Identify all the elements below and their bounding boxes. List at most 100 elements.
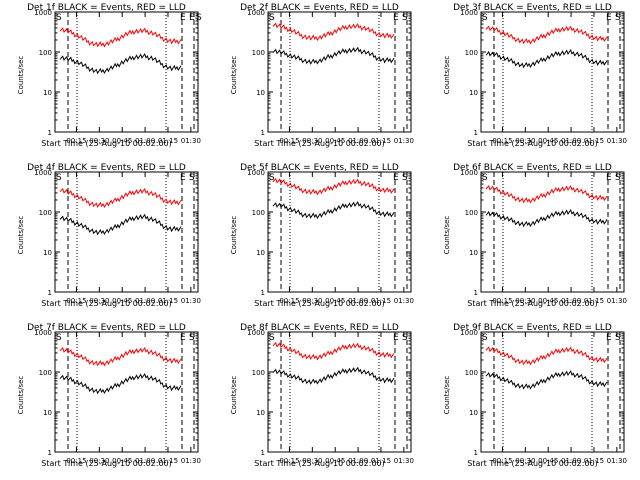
x-tick-label: 00:45 bbox=[112, 457, 132, 465]
chart-title: Det 8f BLACK = Events, RED = LLD bbox=[240, 323, 399, 333]
y-tick-label: 1 bbox=[474, 449, 478, 457]
series-line-lld bbox=[485, 346, 608, 366]
series-line-events bbox=[485, 209, 608, 228]
chart-title: Det 1f BLACK = Events, RED = LLD bbox=[27, 3, 186, 13]
x-tick-label: 00:45 bbox=[538, 297, 558, 305]
event-marker: S bbox=[56, 173, 62, 183]
y-tick-label: 100 bbox=[39, 49, 52, 57]
y-axis-label: Counts/sec bbox=[17, 215, 25, 255]
chart-plot: 1 10 100 1000 00:15 00:30 00:45 01:00 01:15 01:30… bbox=[247, 169, 414, 305]
event-marker: S bbox=[615, 333, 621, 343]
y-axis-label: Counts/sec bbox=[443, 215, 451, 255]
x-tick-label: 00:15 bbox=[279, 297, 299, 305]
y-tick-label: 100 bbox=[465, 49, 478, 57]
chart-title: Det 3f BLACK = Events, RED = LLD bbox=[453, 3, 612, 13]
y-tick-label: 100 bbox=[252, 49, 265, 57]
y-tick-label: 1 bbox=[261, 289, 265, 297]
series-line-lld bbox=[272, 22, 395, 42]
series-line-lld bbox=[272, 177, 395, 196]
event-marker: E bbox=[180, 173, 186, 183]
event-marker: S bbox=[196, 13, 202, 23]
x-tick-label: 00:30 bbox=[515, 137, 535, 145]
x-tick-label: 01:00 bbox=[135, 137, 155, 145]
y-axis-label: Counts/sec bbox=[230, 375, 238, 415]
chart-panel-det-7f: Det 7f BLACK = Events, RED = LLD 1 10 100 1… bbox=[0, 320, 213, 480]
x-tick-label: 00:15 bbox=[492, 457, 512, 465]
y-axis-label: Counts/sec bbox=[443, 55, 451, 95]
event-marker: S bbox=[56, 13, 62, 23]
event-marker: E bbox=[180, 333, 186, 343]
x-tick-label: 00:30 bbox=[515, 457, 535, 465]
x-tick-label: 01:15 bbox=[371, 137, 391, 145]
x-tick-label: 00:45 bbox=[112, 297, 132, 305]
y-tick-label: 1000 bbox=[247, 169, 265, 177]
event-marker: E bbox=[393, 13, 399, 23]
x-tick-label: 00:15 bbox=[492, 137, 512, 145]
y-tick-label: 1000 bbox=[247, 9, 265, 17]
x-tick-label: 01:00 bbox=[348, 297, 368, 305]
chart-plot: 1 10 100 1000 00:15 00:30 00:45 01:00 01:15 01:30… bbox=[460, 169, 627, 305]
x-tick-label: 00:30 bbox=[89, 137, 109, 145]
y-tick-label: 1 bbox=[48, 449, 52, 457]
y-axis-label: Counts/sec bbox=[230, 215, 238, 255]
y-tick-label: 100 bbox=[39, 369, 52, 377]
x-tick-label: 00:45 bbox=[538, 457, 558, 465]
x-tick-label: 01:30 bbox=[181, 137, 201, 145]
chart-title: Det 7f BLACK = Events, RED = LLD bbox=[27, 323, 186, 333]
x-tick-label: 01:15 bbox=[158, 297, 178, 305]
x-tick-label: 00:45 bbox=[325, 297, 345, 305]
plot-frame bbox=[267, 11, 412, 133]
x-tick-label: 00:15 bbox=[66, 297, 86, 305]
y-tick-label: 100 bbox=[465, 369, 478, 377]
chart-plot: 1 10 100 1000 00:15 00:30 00:45 01:00 01:15 01:30… bbox=[460, 329, 627, 465]
chart-plot: 1 10 100 1000 00:15 00:30 00:45 01:00 01:15 01:30… bbox=[34, 329, 201, 465]
x-tick-label: 01:00 bbox=[561, 457, 581, 465]
x-tick-label: 01:00 bbox=[348, 137, 368, 145]
series-line-events bbox=[59, 213, 182, 236]
x-axis-label: Start Time (25-Aug-10 00:02:00) bbox=[467, 459, 598, 468]
series-line-lld bbox=[59, 27, 182, 48]
y-tick-label: 10 bbox=[469, 249, 478, 257]
chart-panel-det-6f: Det 6f BLACK = Events, RED = LLD 1 10 100 1… bbox=[426, 160, 639, 320]
event-marker: S bbox=[615, 173, 621, 183]
chart-panel-det-1f: Det 1f BLACK = Events, RED = LLD 1 10 100 1… bbox=[0, 0, 213, 160]
chart-title: Det 6f BLACK = Events, RED = LLD bbox=[453, 163, 612, 173]
y-tick-label: 1 bbox=[261, 129, 265, 137]
event-marker: S bbox=[269, 333, 275, 343]
chart-plot: 1 10 100 1000 00:15 00:30 00:45 01:00 01:15 01:30… bbox=[460, 9, 627, 145]
event-marker: S bbox=[189, 173, 195, 183]
x-tick-label: 00:30 bbox=[302, 457, 322, 465]
x-tick-label: 01:30 bbox=[181, 297, 201, 305]
x-tick-label: 01:30 bbox=[394, 297, 414, 305]
event-marker: E bbox=[393, 333, 399, 343]
plot-frame bbox=[267, 331, 412, 453]
y-tick-label: 10 bbox=[469, 409, 478, 417]
y-axis-label: Counts/sec bbox=[443, 375, 451, 415]
event-marker: S bbox=[615, 13, 621, 23]
y-tick-label: 1000 bbox=[460, 9, 478, 17]
event-marker: S bbox=[402, 13, 408, 23]
x-tick-label: 00:30 bbox=[89, 297, 109, 305]
chart-panel-det-4f: Det 4f BLACK = Events, RED = LLD 1 10 100 1… bbox=[0, 160, 213, 320]
x-tick-label: 01:30 bbox=[607, 457, 627, 465]
x-tick-label: 00:15 bbox=[492, 297, 512, 305]
chart-title: Det 4f BLACK = Events, RED = LLD bbox=[27, 163, 186, 173]
x-tick-label: 00:15 bbox=[279, 137, 299, 145]
x-tick-label: 01:15 bbox=[158, 457, 178, 465]
y-tick-label: 1000 bbox=[247, 329, 265, 337]
chart-panel-det-9f: Det 9f BLACK = Events, RED = LLD 1 10 100 1… bbox=[426, 320, 639, 480]
chart-title: Det 9f BLACK = Events, RED = LLD bbox=[453, 323, 612, 333]
y-tick-label: 1 bbox=[474, 129, 478, 137]
x-tick-label: 00:30 bbox=[302, 297, 322, 305]
series-line-lld bbox=[485, 185, 608, 204]
chart-plot: 1 10 100 1000 00:15 00:30 00:45 01:00 01:15 01:30… bbox=[247, 329, 414, 465]
chart-panel-det-8f: Det 8f BLACK = Events, RED = LLD 1 10 100 1… bbox=[213, 320, 426, 480]
y-tick-label: 10 bbox=[256, 89, 265, 97]
y-tick-label: 1000 bbox=[34, 329, 52, 337]
y-tick-label: 1000 bbox=[34, 9, 52, 17]
x-tick-label: 01:15 bbox=[371, 457, 391, 465]
x-tick-label: 01:30 bbox=[394, 457, 414, 465]
x-tick-label: 01:00 bbox=[135, 457, 155, 465]
y-tick-label: 1000 bbox=[460, 329, 478, 337]
